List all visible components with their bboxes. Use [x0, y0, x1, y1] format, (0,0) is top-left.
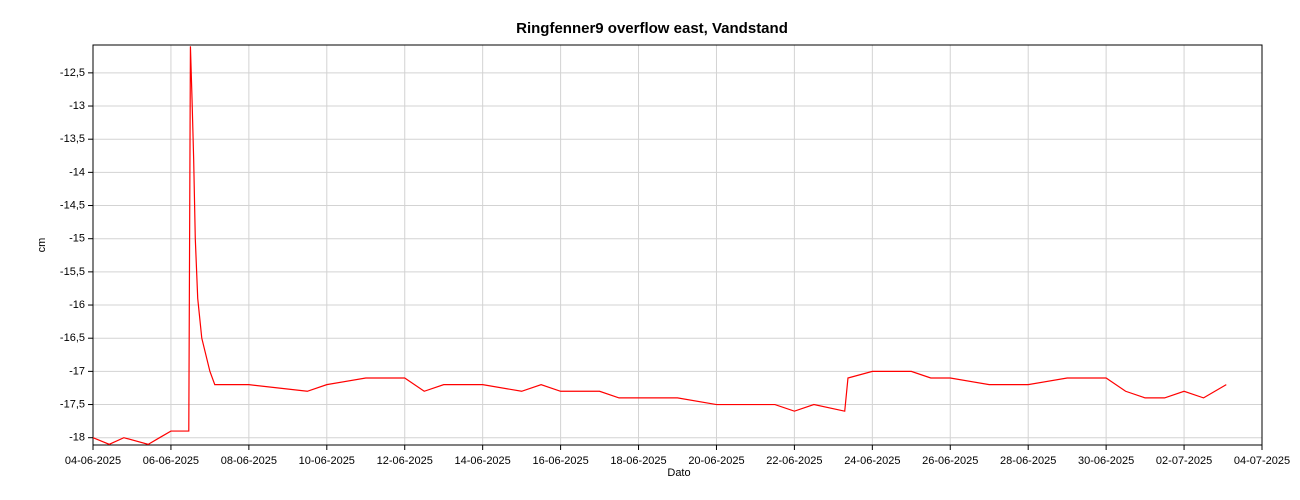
chart-title: Ringfenner9 overflow east, Vandstand: [516, 20, 788, 37]
y-tick-label: -13,5: [60, 133, 85, 145]
y-tick-label: -16: [69, 299, 85, 311]
y-tick-label: -14: [69, 166, 85, 178]
x-tick-label: 28-06-2025: [1000, 455, 1056, 467]
data-line: [92, 46, 1227, 445]
x-tick-label: 02-07-2025: [1156, 455, 1212, 467]
x-tick-label: 04-06-2025: [65, 455, 121, 467]
x-tick-label: 22-06-2025: [766, 455, 822, 467]
y-tick-label: -13: [69, 100, 85, 112]
x-tick-label: 06-06-2025: [143, 455, 199, 467]
x-tick-label: 12-06-2025: [377, 455, 433, 467]
x-tick-label: 24-06-2025: [844, 455, 900, 467]
x-tick-label: 04-07-2025: [1234, 455, 1290, 467]
x-tick-label: 08-06-2025: [221, 455, 277, 467]
y-tick-label: -17,5: [60, 398, 85, 410]
x-tick-label: 30-06-2025: [1078, 455, 1134, 467]
x-tick-label: 18-06-2025: [610, 455, 666, 467]
x-tick-label: 10-06-2025: [299, 455, 355, 467]
x-tick-label: 20-06-2025: [688, 455, 744, 467]
y-tick-label: -15: [69, 233, 85, 245]
y-tick-label: -16,5: [60, 332, 85, 344]
y-tick-label: -14,5: [60, 199, 85, 211]
x-tick-label: 14-06-2025: [455, 455, 511, 467]
x-tick-label: 16-06-2025: [532, 455, 588, 467]
y-tick-label: -12,5: [60, 67, 85, 79]
x-tick-label: 26-06-2025: [922, 455, 978, 467]
y-tick-label: -17: [69, 365, 85, 377]
plot-frame: [92, 44, 1263, 446]
y-tick-label: -15,5: [60, 266, 85, 278]
y-tick-label: -18: [69, 432, 85, 444]
y-axis-label: cm: [36, 238, 48, 253]
x-axis-label: Dato: [667, 467, 690, 479]
